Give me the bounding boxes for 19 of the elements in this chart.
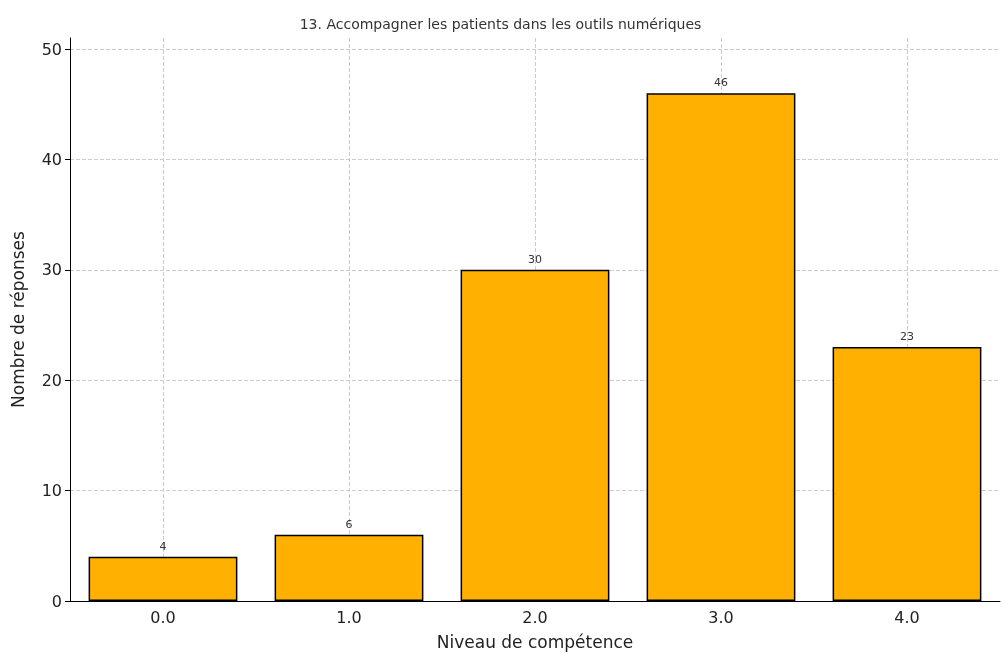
chart-title: 13. Accompagner les patients dans les outils numériques xyxy=(299,16,702,32)
x-tick-label: 2.0 xyxy=(522,607,548,627)
x-tick-label: 4.0 xyxy=(894,607,920,627)
y-tick-label: 50 xyxy=(41,39,62,59)
data-label: 23 xyxy=(900,330,914,344)
x-tick-label: 1.0 xyxy=(336,607,362,627)
y-tick-label: 0 xyxy=(51,591,62,611)
x-tick-label: 3.0 xyxy=(708,607,734,627)
data-label: 6 xyxy=(345,517,353,531)
x-tick-label: 0.0 xyxy=(150,607,176,627)
y-axis-title: Nombre de réponses xyxy=(7,230,28,408)
y-tick-label: 10 xyxy=(41,481,62,501)
x-axis-title: Niveau de compétence xyxy=(436,631,634,652)
y-tick-label: 30 xyxy=(41,260,62,280)
data-label: 30 xyxy=(528,252,542,266)
data-label: 46 xyxy=(714,76,728,90)
y-tick-label: 20 xyxy=(41,370,62,390)
data-label: 4 xyxy=(159,539,167,553)
y-tick-label: 40 xyxy=(41,149,62,169)
